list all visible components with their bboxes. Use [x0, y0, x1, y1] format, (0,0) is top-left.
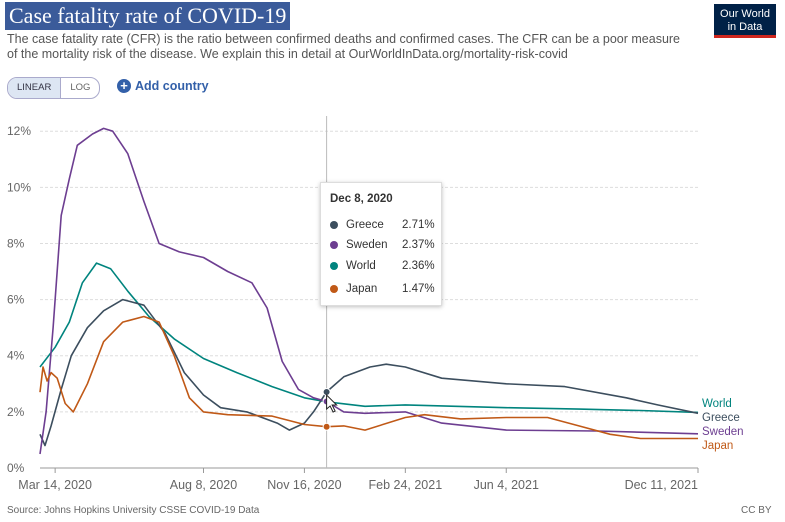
y-tick-label: 12% [7, 124, 31, 138]
chart-title: Case fatality rate of COVID-19 [5, 2, 291, 30]
tooltip-row-world: World 2.36% [330, 258, 435, 274]
tooltip-row-japan: Japan 1.47% [330, 281, 435, 297]
tooltip-row-sweden: Sweden 2.37% [330, 237, 435, 253]
series-line-sweden [39, 127, 699, 455]
license-link[interactable]: CC BY [741, 505, 772, 516]
tooltip-date: Dec 8, 2020 [330, 193, 393, 205]
tooltip-value: 2.36% [402, 260, 435, 272]
tooltip-value: 2.71% [402, 219, 435, 231]
plus-icon: + [117, 79, 131, 93]
tooltip: Dec 8, 2020 Greece 2.71% Sweden 2.37% Wo… [320, 182, 442, 306]
y-tick-label: 0% [7, 461, 25, 475]
hover-point-japan [322, 422, 331, 431]
add-country-label: Add country [135, 79, 209, 93]
x-tick-label: Dec 11, 2021 [625, 478, 698, 492]
greece-dot-icon [330, 221, 338, 229]
chart-area[interactable]: 0% 2% 4% 6% 8% 10% 12% Mar 14, 2020 Aug 8, 2020… [0, 0, 785, 500]
japan-dot-icon [330, 285, 338, 293]
series-lines [39, 127, 699, 455]
tooltip-name: Greece [346, 219, 384, 231]
series-line-japan [39, 315, 698, 440]
tooltip-value: 2.37% [402, 239, 435, 251]
chart-subtitle: The case fatality rate (CFR) is the rati… [7, 32, 681, 61]
series-line-world [39, 262, 699, 414]
sweden-dot-icon [330, 241, 338, 249]
x-axis: Mar 14, 2020 Aug 8, 2020 Nov 16, 2020 Feb 2… [18, 468, 699, 492]
source-note[interactable]: Source: Johns Hopkins University CSSE CO… [7, 505, 260, 516]
y-tick-label: 4% [7, 349, 25, 363]
add-country-button[interactable]: + Add country [117, 79, 209, 93]
x-tick-label: Nov 16, 2020 [267, 478, 341, 492]
owid-logo[interactable]: Our World in Data [714, 4, 776, 38]
tooltip-name: Sweden [346, 239, 388, 251]
y-tick-label: 10% [7, 180, 31, 194]
series-line-greece [39, 298, 699, 447]
tooltip-name: Japan [346, 283, 378, 295]
cursor-icon [326, 393, 338, 413]
logo-line-1: Our World [720, 8, 770, 20]
x-tick-label: Mar 14, 2020 [18, 478, 92, 492]
y-axis: 0% 2% 4% 6% 8% 10% 12% [7, 124, 31, 475]
x-tick-label: Feb 24, 2021 [368, 478, 442, 492]
world-dot-icon [330, 262, 338, 270]
y-tick-label: 2% [7, 405, 25, 419]
series-label-japan: Japan [702, 440, 733, 452]
logo-line-2: in Data [727, 21, 763, 33]
y-tick-label: 8% [7, 236, 25, 250]
tooltip-value: 1.47% [402, 283, 435, 295]
y-tick-label: 6% [7, 293, 25, 307]
series-label-world: World [702, 398, 732, 410]
x-tick-label: Jun 4, 2021 [474, 478, 539, 492]
series-label-sweden: Sweden [702, 426, 744, 438]
series-labels: World Greece Sweden Japan [702, 398, 744, 452]
tooltip-row-greece: Greece 2.71% [330, 217, 435, 233]
gridlines [40, 130, 698, 469]
linear-scale-button[interactable]: LINEAR [8, 78, 62, 98]
series-label-greece: Greece [702, 412, 740, 424]
log-scale-button[interactable]: LOG [70, 82, 91, 93]
scale-toggle: LINEAR LOG [7, 77, 101, 99]
x-tick-label: Aug 8, 2020 [170, 478, 237, 492]
tooltip-name: World [346, 260, 376, 272]
